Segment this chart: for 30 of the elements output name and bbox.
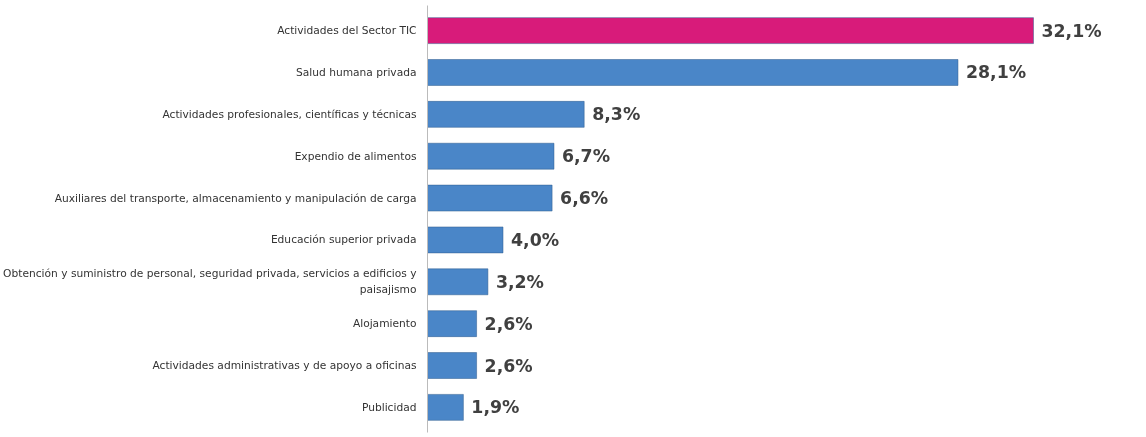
bar [427, 268, 489, 296]
data-label: 32,1% [1041, 20, 1102, 41]
data-label: 2,6% [484, 355, 533, 376]
y-tick-label: Obtención y suministro de personal, seguridad privada, servicios a edificios y paisajismo [3, 267, 417, 297]
data-label: 8,3% [592, 104, 641, 125]
y-tick-label: Salud humana privada [296, 65, 417, 79]
data-label: 28,1% [965, 62, 1027, 83]
data-label: 6,7% [561, 146, 611, 167]
bar [427, 394, 464, 421]
y-tick-label: Actividades profesionales, científicas y técnicas [162, 107, 417, 121]
y-tick-label: Alojamiento [352, 317, 417, 331]
data-label: 1,9% [471, 397, 520, 418]
data-label: 3,2% [495, 271, 544, 292]
bar [427, 226, 504, 254]
bar [427, 352, 477, 379]
bar [427, 184, 553, 212]
y-tick-label: Expendio de alimentos [294, 149, 417, 163]
bar [427, 310, 477, 337]
y-tick-label: Educación superior privada [270, 233, 417, 247]
bar [427, 142, 555, 170]
y-tick-label: Actividades administrativas y de apoyo a oficinas [152, 359, 417, 373]
y-tick-label: Publicidad [361, 400, 417, 414]
data-label: 2,6% [484, 313, 533, 334]
bar [427, 101, 585, 128]
y-tick-label: Auxiliares del transporte, almacenamiento y manipulación de carga [54, 191, 417, 205]
y-tick-label: Actividades del Sector TIC [277, 24, 417, 38]
bar [427, 17, 1034, 44]
data-label: 6,6% [560, 188, 609, 209]
data-label: 4,0% [511, 229, 560, 250]
bar [427, 59, 959, 86]
